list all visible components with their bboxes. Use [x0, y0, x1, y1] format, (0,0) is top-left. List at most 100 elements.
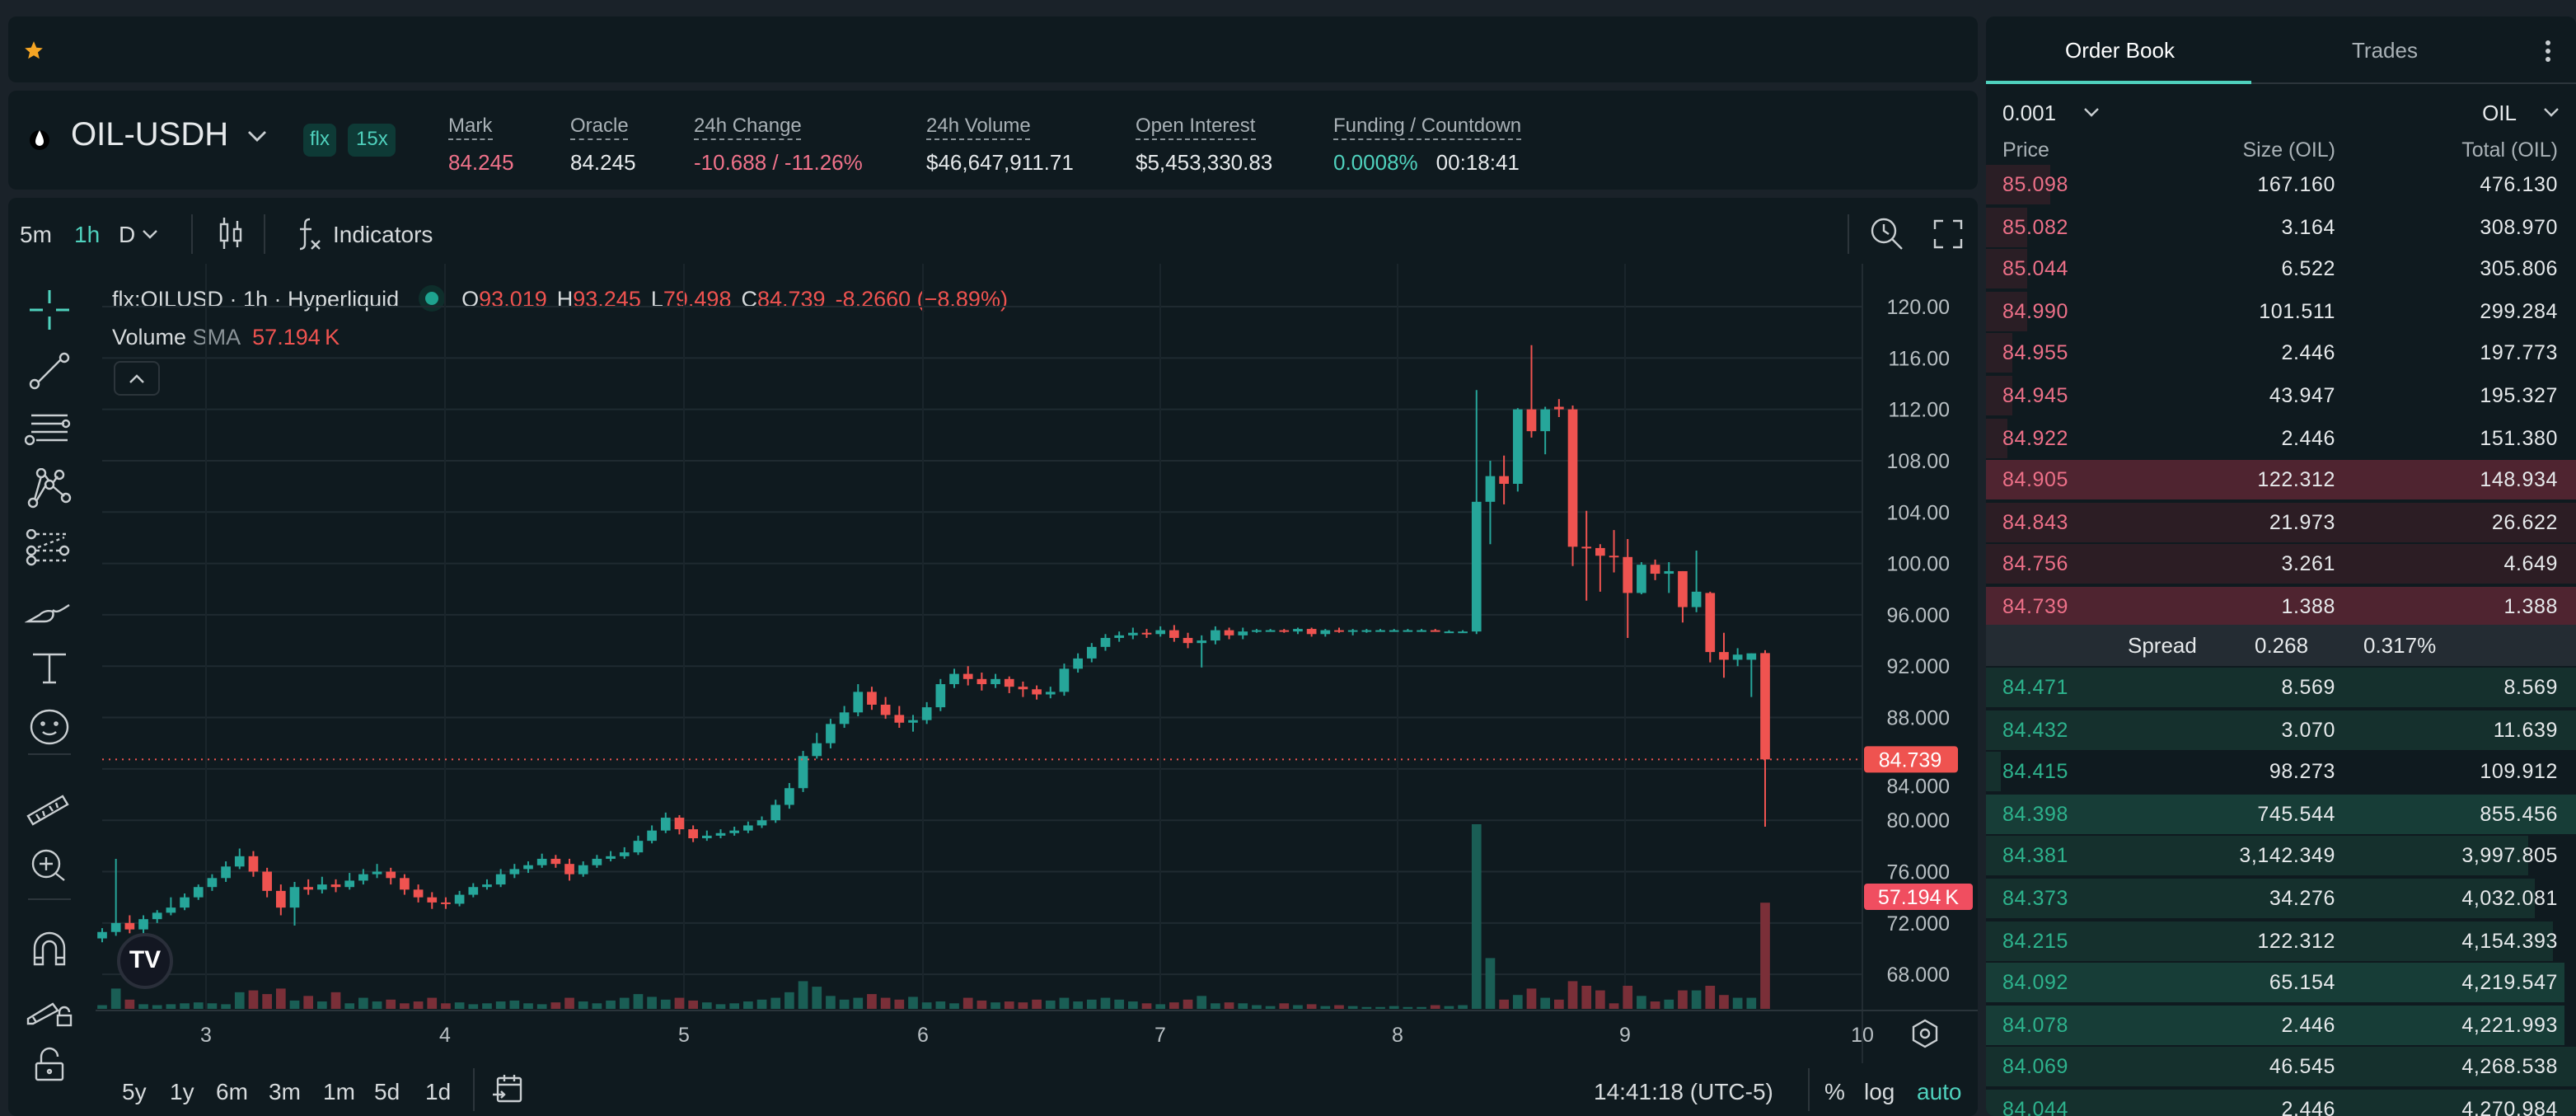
candle	[867, 687, 877, 1009]
market-selector[interactable]: OIL-USDH	[71, 117, 268, 155]
stat-label[interactable]: 24h Change	[694, 114, 802, 140]
tab-trades[interactable]: Trades	[2352, 38, 2418, 63]
range-6m[interactable]: 6m	[216, 1078, 248, 1104]
range-5y[interactable]: 5y	[122, 1078, 147, 1104]
candle	[1389, 629, 1399, 1009]
ask-row[interactable]: 84.945 43.947 195.327	[1986, 376, 2576, 415]
ruler-icon[interactable]	[25, 786, 71, 826]
volume-bar	[1553, 999, 1564, 1009]
text-tool-icon[interactable]	[30, 649, 69, 686]
candle	[715, 829, 726, 1009]
volume-bar	[262, 994, 272, 1009]
lock-drawings-icon[interactable]	[25, 989, 74, 1029]
gear-icon[interactable]	[1910, 1019, 1940, 1048]
quick-search-icon[interactable]	[1869, 216, 1905, 252]
total: 195.327	[2480, 384, 2558, 407]
candle-style-icon[interactable]	[218, 216, 244, 252]
star-icon[interactable]	[23, 40, 44, 61]
stat-label[interactable]: Mark	[448, 114, 493, 140]
more-options-icon[interactable]	[2545, 40, 2551, 63]
ask-row[interactable]: 84.905 122.312 148.934	[1986, 460, 2576, 500]
candle-body	[138, 919, 148, 930]
ask-row[interactable]: 84.843 21.973 26.622	[1986, 502, 2576, 542]
candle	[124, 915, 135, 1009]
tab-order-book[interactable]: Order Book	[2065, 38, 2175, 63]
candle	[1678, 570, 1688, 1009]
indicators-button[interactable]: Indicators	[293, 216, 433, 252]
range-1m[interactable]: 1m	[323, 1078, 355, 1104]
volume-bar	[1567, 981, 1578, 1009]
bid-row[interactable]: 84.373 34.276 4,032.081	[1986, 879, 2576, 918]
candle-body	[701, 835, 712, 839]
ask-row[interactable]: 84.955 2.446 197.773	[1986, 333, 2576, 373]
fullscreen-icon[interactable]	[1933, 219, 1963, 249]
range-5d[interactable]: 5d	[374, 1078, 400, 1104]
range-3m[interactable]: 3m	[269, 1078, 301, 1104]
volume-bar	[1678, 990, 1688, 1009]
candle	[1127, 627, 1138, 1009]
auto-toggle[interactable]: auto	[1917, 1078, 1962, 1104]
volume-bar	[1127, 1001, 1138, 1009]
crosshair-icon[interactable]	[28, 288, 71, 331]
tick-size-select[interactable]: 0.001	[2002, 101, 2099, 125]
candle	[1760, 649, 1770, 1009]
candle	[1004, 676, 1014, 1009]
range-1d[interactable]: 1d	[425, 1078, 452, 1104]
zoom-in-icon[interactable]	[28, 847, 71, 887]
interval-5m[interactable]: 5m	[20, 221, 52, 247]
candle	[1650, 559, 1660, 1009]
sma-value: 57.194 K	[252, 325, 340, 349]
interval-dropdown-icon[interactable]	[142, 227, 158, 241]
ask-row[interactable]: 85.098 167.160 476.130	[1986, 165, 2576, 204]
bid-row[interactable]: 84.398 745.544 855.456	[1986, 794, 2576, 834]
clock-time[interactable]: 14:41:18 (UTC-5)	[1594, 1078, 1773, 1104]
interval-1h[interactable]: 1h	[74, 221, 101, 247]
ask-row[interactable]: 85.044 6.522 305.806	[1986, 249, 2576, 289]
volume-bar	[124, 999, 135, 1009]
ask-row[interactable]: 84.922 2.446 151.380	[1986, 418, 2576, 458]
ask-row[interactable]: 85.082 3.164 308.970	[1986, 207, 2576, 247]
pattern-icon[interactable]	[26, 468, 73, 511]
brush-icon[interactable]	[25, 588, 71, 628]
ask-row[interactable]: 84.756 3.261 4.649	[1986, 544, 2576, 584]
percent-toggle[interactable]: %	[1824, 1078, 1845, 1104]
emoji-icon[interactable]	[28, 707, 71, 747]
price-tick-label: 100.00	[1887, 553, 1950, 576]
price-chart[interactable]: 120.00 116.00 112.00 108.00 104.00 100.00 96.0…	[96, 264, 1978, 1063]
candle	[1252, 629, 1262, 1009]
ask-row[interactable]: 84.990 101.511 299.284	[1986, 291, 2576, 331]
calendar-goto-icon[interactable]	[491, 1071, 524, 1104]
interval-d[interactable]: D	[119, 221, 136, 247]
bid-row[interactable]: 84.215 122.312 4,154.393	[1986, 921, 2576, 961]
stat-label[interactable]: Oracle	[570, 114, 629, 140]
bid-row[interactable]: 84.432 3.070 11.639	[1986, 710, 2576, 750]
candle-body	[1238, 631, 1248, 635]
fib-icon[interactable]	[25, 529, 71, 569]
candle	[1595, 544, 1605, 1009]
bid-row[interactable]: 84.415 98.273 109.912	[1986, 752, 2576, 792]
collapse-legend-button[interactable]	[114, 361, 160, 396]
stat-label[interactable]: Open Interest	[1136, 114, 1256, 140]
volume-bar	[853, 997, 864, 1009]
price: 85.098	[2002, 173, 2069, 196]
bid-row[interactable]: 84.381 3,142.349 3,997.805	[1986, 836, 2576, 876]
trend-line-icon[interactable]	[28, 349, 71, 392]
unlock-icon[interactable]	[31, 1047, 68, 1083]
volume-bar	[152, 1005, 162, 1009]
horizontal-lines-icon[interactable]	[25, 409, 71, 452]
log-toggle[interactable]: log	[1864, 1078, 1895, 1104]
ask-row[interactable]: 84.739 1.388 1.388	[1986, 587, 2576, 626]
candle	[1691, 551, 1702, 1009]
magnet-icon[interactable]	[31, 931, 68, 968]
bid-row[interactable]: 84.044 2.446 4,270.984	[1986, 1090, 2576, 1116]
tradingview-logo[interactable]: TV	[117, 933, 173, 989]
bid-row[interactable]: 84.471 8.569 8.569	[1986, 668, 2576, 707]
bid-row[interactable]: 84.078 2.446 4,221.993	[1986, 1005, 2576, 1045]
stat-label[interactable]: 24h Volume	[926, 114, 1031, 140]
unit-select[interactable]: OIL	[2482, 101, 2560, 125]
favorites-bar	[8, 16, 1978, 82]
bid-row[interactable]: 84.092 65.154 4,219.547	[1986, 963, 2576, 1003]
stat-label[interactable]: Funding / Countdown	[1333, 114, 1522, 140]
range-1y[interactable]: 1y	[170, 1078, 194, 1104]
bid-row[interactable]: 84.069 46.545 4,268.538	[1986, 1047, 2576, 1087]
